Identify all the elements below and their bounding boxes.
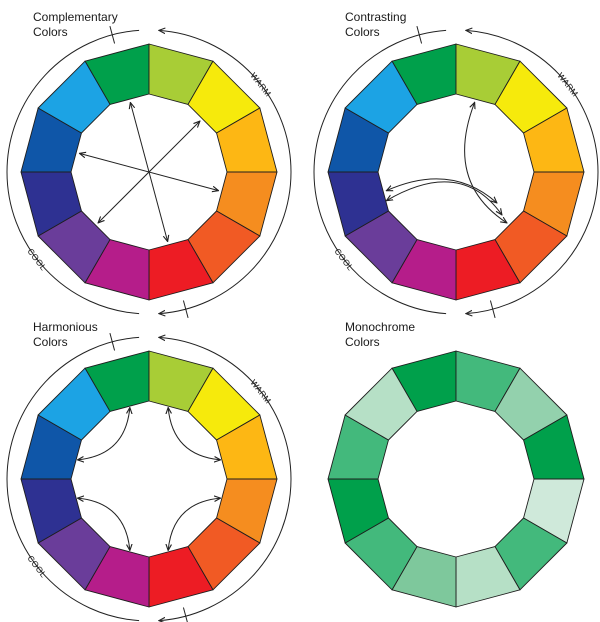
curved-arrow xyxy=(78,408,130,460)
panel-title-line1: Contrasting xyxy=(345,10,406,24)
panel-title-line2: Colors xyxy=(33,335,68,349)
contrasting-arrows xyxy=(386,102,506,222)
ring-divider xyxy=(109,333,116,351)
ring-divider xyxy=(416,26,423,44)
curved-arrow xyxy=(386,181,501,215)
panel-harmonious: Harmonious Colors WARM COOL xyxy=(6,320,292,622)
panel-title-line2: Colors xyxy=(345,335,380,349)
panel-title-line1: Monochrome xyxy=(345,320,415,334)
curved-arrow xyxy=(168,498,220,550)
harmonious-arrows xyxy=(78,408,221,551)
panel-title-line1: Harmonious xyxy=(33,320,98,334)
cool-arc xyxy=(313,29,447,315)
panel-title-line2: Colors xyxy=(33,25,68,39)
panel-title-line2: Colors xyxy=(345,25,380,39)
cool-arc xyxy=(6,29,140,315)
warm-label: WARM xyxy=(555,71,580,99)
ring-divider xyxy=(182,607,188,622)
warm-label: WARM xyxy=(248,71,273,99)
ring-divider xyxy=(489,300,496,318)
warm-arc xyxy=(159,30,292,313)
wheel-segment xyxy=(344,367,418,441)
cool-label: COOL xyxy=(25,246,48,272)
wheel-segment xyxy=(344,60,418,134)
curved-arrow xyxy=(78,498,130,550)
monochrome-wheel xyxy=(327,350,585,608)
color-wheel xyxy=(20,350,278,608)
panel-title-line1: Complementary xyxy=(33,10,118,24)
curved-arrow xyxy=(168,408,220,460)
color-wheel xyxy=(20,43,278,301)
cool-label: COOL xyxy=(25,553,48,579)
ring-divider xyxy=(182,300,189,318)
double-arrow xyxy=(79,153,218,190)
cool-label: COOL xyxy=(332,246,355,272)
wheel-segment xyxy=(37,60,111,134)
color-wheel xyxy=(327,43,585,301)
warm-arc xyxy=(466,30,599,313)
cool-arc xyxy=(6,336,140,622)
ring-divider xyxy=(109,26,116,44)
panel-monochrome: Monochrome Colors xyxy=(327,320,585,608)
curved-arrow xyxy=(464,102,507,222)
warm-label: WARM xyxy=(248,378,273,406)
panel-complementary: Complementary Colors WARM COOL xyxy=(6,10,292,318)
panel-contrasting: Contrasting Colors WARM COOL xyxy=(313,10,599,318)
complementary-arrows xyxy=(79,102,218,241)
warm-arc xyxy=(159,337,292,620)
